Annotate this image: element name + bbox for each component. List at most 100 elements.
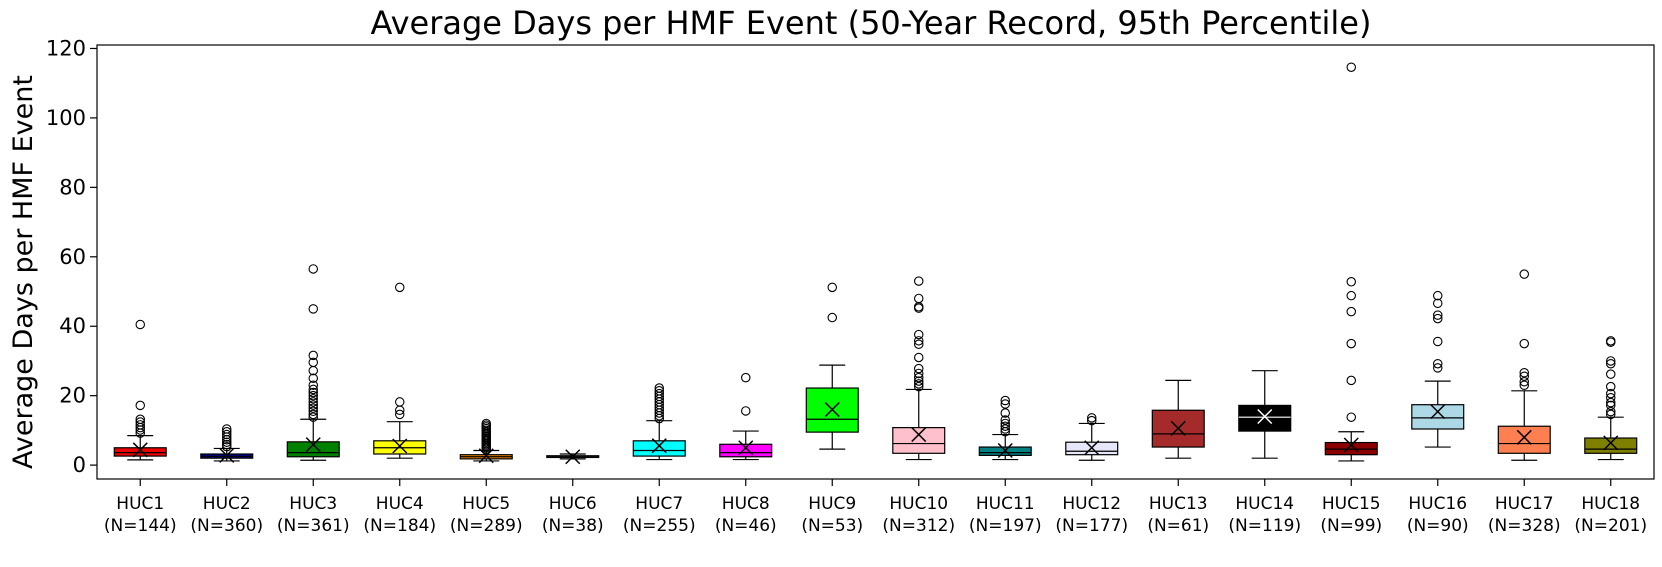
mean-marker: [305, 437, 321, 453]
outlier-point: [135, 400, 146, 411]
y-tick-label: 120: [46, 36, 86, 60]
y-tick-label: 60: [59, 245, 86, 269]
outlier-point: [1000, 395, 1010, 406]
outlier-point: [308, 400, 318, 410]
outlier-point: [1000, 418, 1010, 429]
outlier-point: [308, 380, 318, 391]
outlier-point: [1606, 356, 1616, 366]
outlier-point: [135, 319, 146, 330]
mean-marker: [1603, 435, 1619, 451]
outlier-point: [222, 424, 232, 434]
y-tick-label: 20: [59, 384, 86, 408]
outlier-point: [308, 304, 318, 314]
box: [719, 443, 773, 458]
outlier-point: [1606, 397, 1616, 408]
outlier-point: [1606, 388, 1616, 399]
plot-area: 0 20 40 60 80 100 120 HUC1(N=144) HUC2(N=360) HUC…: [46, 36, 1647, 536]
outlier-point: [827, 282, 837, 293]
mean-marker: [219, 447, 235, 463]
outlier-point: [1087, 415, 1097, 426]
outlier-point: [913, 293, 924, 304]
outlier-point: [1606, 336, 1616, 346]
x-tick-count: (N=197): [969, 516, 1042, 536]
x-tick-label: HUC2: [203, 494, 251, 514]
x-tick-label: HUC1: [116, 494, 164, 514]
mean-marker: [738, 440, 754, 456]
x-tick-count: (N=360): [190, 516, 263, 536]
x-tick-label: HUC13: [1149, 494, 1208, 514]
outlier-point: [308, 264, 318, 274]
outlier-point: [1000, 415, 1010, 425]
x-tick-count: (N=46): [715, 516, 777, 536]
outlier-point: [913, 329, 924, 340]
outlier-point: [1606, 369, 1616, 379]
plot-frame: [96, 44, 1655, 480]
outlier-point: [827, 312, 837, 323]
box: [632, 440, 686, 457]
outlier-point: [1000, 408, 1010, 418]
y-tick-label: 0: [73, 453, 86, 477]
outlier-point: [1433, 313, 1443, 324]
outlier-point: [913, 276, 924, 286]
outlier-point: [1346, 412, 1357, 422]
x-tick-count: (N=312): [882, 516, 955, 536]
mean-marker: [1084, 440, 1100, 456]
mean-marker: [1516, 429, 1532, 445]
x-tick-label: HUC12: [1062, 494, 1121, 514]
box: [892, 427, 946, 454]
x-tick-label: HUC18: [1581, 494, 1640, 514]
outlier-point: [1519, 377, 1530, 387]
outlier-point: [1519, 368, 1530, 378]
x-tick-count: (N=99): [1320, 516, 1382, 536]
x-tick-count: (N=184): [363, 516, 436, 536]
outlier-point: [481, 418, 491, 429]
x-tick-count: (N=53): [801, 516, 863, 536]
outlier-point: [394, 282, 405, 293]
outlier-point: [913, 368, 924, 379]
mean-marker: [911, 427, 927, 443]
x-tick-label: HUC8: [722, 494, 770, 514]
outlier-point: [308, 403, 318, 413]
y-tick-label: 40: [59, 314, 86, 338]
outlier-point: [222, 429, 232, 440]
box: [1411, 404, 1465, 430]
mean-marker: [824, 402, 840, 418]
outlier-point: [1519, 380, 1530, 391]
x-tick-label: HUC17: [1495, 494, 1554, 514]
x-tick-label: HUC10: [889, 494, 948, 514]
x-tick-count: (N=328): [1488, 516, 1561, 536]
outlier-point: [913, 336, 924, 346]
outlier-point: [1087, 413, 1097, 423]
outlier-point: [1346, 338, 1357, 349]
outlier-point: [135, 417, 146, 427]
outlier-point: [654, 388, 664, 399]
outlier-point: [308, 394, 318, 404]
outlier-point: [308, 409, 318, 420]
x-tick-count: (N=61): [1147, 516, 1209, 536]
x-tick-count: (N=289): [450, 516, 523, 536]
outlier-point: [1346, 277, 1357, 287]
outlier-point: [1606, 358, 1616, 369]
outlier-point: [308, 397, 318, 407]
mean-marker: [1257, 408, 1273, 425]
outlier-point: [1606, 393, 1616, 403]
outlier-point: [913, 339, 924, 350]
outlier-point: [308, 387, 318, 398]
outlier-point: [1000, 424, 1010, 434]
outlier-point: [308, 390, 318, 401]
x-tick-count: (N=177): [1055, 516, 1128, 536]
mean-marker: [565, 449, 581, 465]
x-tick-count: (N=201): [1574, 516, 1647, 536]
outlier-point: [913, 372, 924, 383]
x-tick-label: HUC9: [808, 494, 856, 514]
x-tick-label: HUC11: [976, 494, 1035, 514]
x-tick-count: (N=90): [1407, 516, 1469, 536]
outlier-point: [222, 427, 232, 437]
mean-marker: [1430, 404, 1446, 420]
outlier-point: [913, 381, 924, 392]
outlier-point: [308, 412, 318, 422]
outlier-point: [1433, 336, 1443, 347]
outlier-point: [308, 406, 318, 417]
outlier-point: [740, 372, 751, 383]
outlier-point: [654, 386, 664, 396]
